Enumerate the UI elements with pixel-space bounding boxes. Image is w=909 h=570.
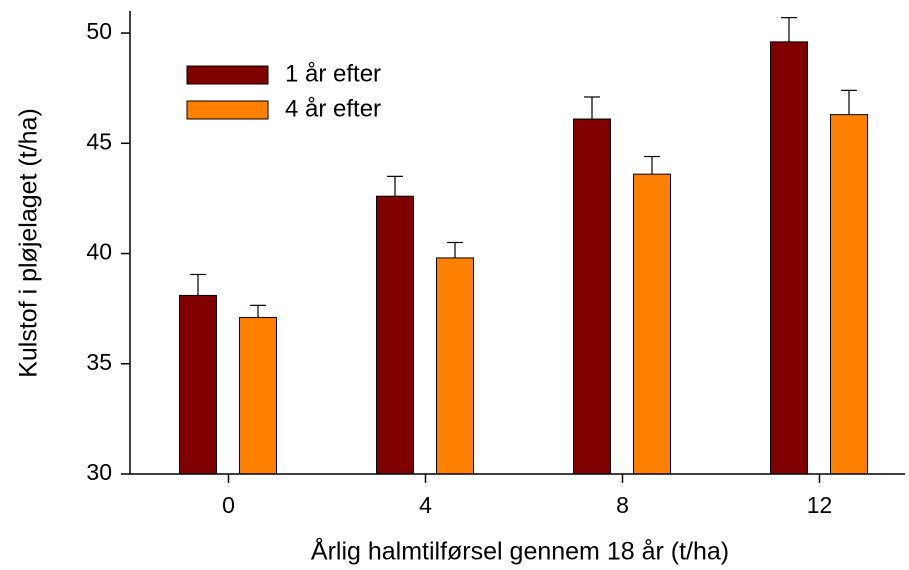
x-axis-label: Årlig halmtilførsel gennem 18 år (t/ha) bbox=[311, 536, 729, 566]
legend-swatch bbox=[186, 100, 269, 120]
y-tick-label: 50 bbox=[86, 18, 112, 44]
y-axis-label: Kulstof i pløjelaget (t/ha) bbox=[15, 108, 43, 378]
legend-swatch bbox=[186, 65, 269, 85]
bar bbox=[436, 257, 474, 475]
x-tick-label: 12 bbox=[807, 492, 833, 518]
y-tick-label: 45 bbox=[86, 128, 112, 154]
bar bbox=[376, 195, 414, 475]
legend-label: 1 år efter bbox=[285, 60, 381, 87]
x-tick-label: 8 bbox=[616, 492, 629, 518]
y-tick-label: 35 bbox=[86, 349, 112, 375]
bar bbox=[633, 173, 671, 475]
x-tick-label: 4 bbox=[419, 492, 432, 518]
bar bbox=[830, 114, 868, 475]
bar bbox=[239, 316, 277, 475]
bar bbox=[179, 294, 217, 475]
y-tick-label: 40 bbox=[86, 239, 112, 265]
x-tick-label: 0 bbox=[222, 492, 235, 518]
bar bbox=[573, 118, 611, 475]
legend-label: 4 år efter bbox=[285, 95, 381, 122]
bar bbox=[770, 41, 808, 475]
y-tick-label: 30 bbox=[86, 459, 112, 485]
